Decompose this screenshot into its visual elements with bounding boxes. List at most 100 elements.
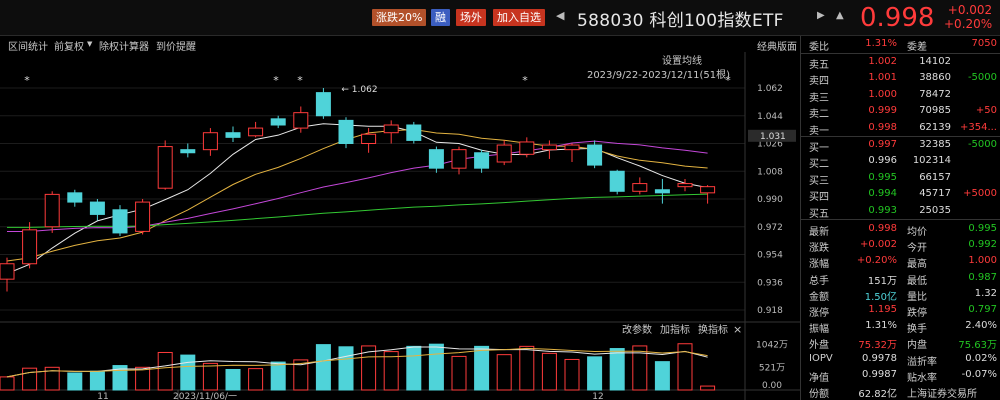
bid-volume: 45717 — [919, 188, 951, 200]
current-price-marker — [748, 129, 796, 142]
volume-bar — [587, 356, 603, 391]
date-tick-label: 12 — [592, 392, 603, 400]
ex-rights-calculator-button[interactable]: 除权计算器 — [99, 42, 149, 53]
candle-body — [293, 112, 309, 129]
stat-row: 涨幅 +0.20% 最高 1.000 — [801, 253, 1000, 271]
otc-button[interactable]: 场外 — [456, 9, 486, 26]
bid-row[interactable]: 买二 0.996 102314 — [801, 153, 1000, 170]
change-value: +0.002 — [947, 3, 993, 17]
event-marker: * — [725, 74, 731, 87]
candle-body — [180, 149, 196, 154]
next-stock-icon[interactable]: ▶ — [817, 10, 825, 21]
ask-label: 卖四 — [809, 76, 829, 88]
candle-body — [406, 124, 422, 141]
volume-bar — [22, 367, 38, 391]
add-indicator-button[interactable]: 加指标 — [660, 323, 690, 336]
stat-row: 金额 1.50亿 量比 1.32 — [801, 286, 1000, 303]
date-tick-label: 11 — [97, 392, 108, 400]
volume-bar — [44, 366, 60, 391]
price-tick-label: 1.026 — [757, 140, 783, 150]
ma20-line — [7, 140, 708, 233]
set-ma-button[interactable]: 设置均线 — [662, 54, 702, 67]
candle-body — [338, 119, 354, 144]
candle — [474, 149, 490, 173]
candle — [541, 140, 557, 159]
chevron-down-icon[interactable]: ▼ — [87, 40, 93, 48]
candle-body — [67, 192, 83, 203]
limit-20pct-badge[interactable]: 涨跌20% — [372, 9, 427, 26]
date-tick-label: 2023/11/06/一 — [173, 392, 237, 400]
weibi-row: 委比 1.31% 委差 7050 — [801, 36, 1000, 53]
candle — [67, 189, 83, 207]
bid-change: -5000 — [967, 139, 997, 150]
prev-stock-icon[interactable]: ◀ — [556, 9, 565, 22]
forward-adjust-button[interactable]: 前复权 — [54, 42, 84, 53]
stock-title: 588030 科创100指数ETF — [577, 11, 784, 31]
candle-body — [270, 118, 286, 126]
candle — [677, 178, 693, 192]
stat-value: 151万 — [867, 275, 897, 287]
bid-price: 0.996 — [868, 155, 897, 167]
stat-row: 外盘 75.32万 内盘 75.63万 — [801, 334, 1000, 351]
switch-indicator-button[interactable]: 换指标 — [698, 323, 728, 336]
chart-toolbar: 区间统计 前复权 ▼ 除权计算器 到价提醒 经典版面 — [0, 36, 800, 53]
bid-price: 0.993 — [868, 204, 897, 216]
candle — [315, 88, 331, 119]
range-stats-button[interactable]: 区间统计 — [8, 42, 48, 53]
ask-label: 卖五 — [809, 60, 829, 71]
stat-label: 贴水率 — [907, 372, 937, 384]
ask-row[interactable]: 卖一 0.998 62139 +354... — [801, 120, 1000, 137]
stat-value: 0.9978 — [862, 352, 897, 364]
ask-change: -5000 — [967, 72, 997, 84]
kline-chart[interactable]: ← 1.062 * * * * * 1.062 1.044 1.026 1.008 0.990 0.… — [0, 52, 800, 400]
peak-price-label: ← 1.062 — [341, 85, 377, 95]
edit-params-button[interactable]: 改参数 — [622, 323, 652, 336]
margin-badge[interactable]: 融 — [431, 9, 450, 26]
volume-bar — [89, 370, 105, 391]
candle-body — [700, 186, 716, 194]
stat-value: 1.32 — [974, 287, 997, 299]
weicha-label: 委差 — [907, 42, 927, 53]
bid-row[interactable]: 买四 0.994 45717 +5000 — [801, 186, 1000, 203]
event-marker: * — [522, 74, 528, 87]
price-tick-label: 0.990 — [757, 195, 783, 205]
stat-label: 振幅 — [809, 324, 829, 336]
ask-price: 1.001 — [868, 72, 897, 84]
alert-icon[interactable]: ▲ — [836, 10, 844, 21]
candle — [654, 178, 670, 204]
candle — [112, 205, 128, 236]
candle-body — [632, 183, 648, 192]
ask-row[interactable]: 卖三 1.000 78472 — [801, 87, 1000, 104]
stat-row: 最新 0.998 均价 0.995 — [801, 221, 1000, 238]
volume-bar — [383, 351, 399, 391]
ask-row[interactable]: 卖五 1.002 14102 — [801, 54, 1000, 71]
classic-layout-button[interactable]: 经典版面 — [757, 42, 797, 53]
bid-row[interactable]: 买一 0.997 32385 -5000 — [801, 137, 1000, 154]
bid-row[interactable]: 买三 0.995 66157 — [801, 170, 1000, 187]
candle-body — [428, 149, 444, 169]
volume-bar — [67, 372, 83, 391]
close-icon[interactable]: × — [733, 323, 742, 336]
bid-label: 买一 — [809, 143, 829, 154]
candle-body — [22, 229, 38, 265]
price-alert-button[interactable]: 到价提醒 — [156, 42, 196, 53]
ask-row[interactable]: 卖四 1.001 38860 -5000 — [801, 70, 1000, 88]
bid-row[interactable]: 买五 0.993 25035 — [801, 203, 1000, 220]
candle-body — [157, 146, 173, 189]
add-watchlist-button[interactable]: 加入自选 — [493, 9, 545, 26]
stat-label: 溢折率 — [907, 356, 937, 368]
volume-bar — [474, 345, 490, 391]
candle — [22, 222, 38, 269]
volume-ma5-line — [6, 346, 708, 378]
volume-bar — [270, 361, 286, 391]
date-axis: 11 2023/11/06/一 12 — [97, 392, 603, 400]
ask-volume: 14102 — [919, 56, 951, 67]
candle-body — [564, 144, 580, 151]
candle — [609, 169, 625, 195]
candle — [180, 143, 196, 158]
bid-price: 0.994 — [868, 188, 897, 200]
stat-label: 最高 — [907, 259, 927, 271]
stat-value: 0.992 — [968, 239, 997, 251]
ask-row[interactable]: 卖二 0.999 70985 +50 — [801, 103, 1000, 120]
candle-body — [44, 193, 60, 228]
